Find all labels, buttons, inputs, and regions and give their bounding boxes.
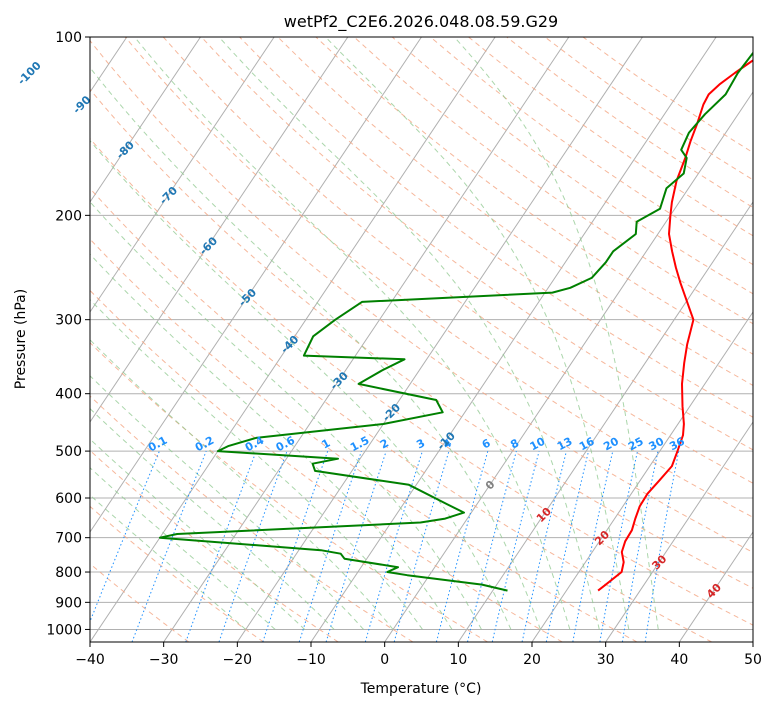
isotherm-line	[531, 311, 753, 642]
mixing-ratio-line	[545, 450, 590, 642]
isotherm-line	[752, 641, 753, 642]
isotherm-line	[605, 421, 753, 642]
y-tick-label: 1000	[46, 622, 82, 638]
mixing-ratio-line	[298, 450, 362, 642]
dry-adiabat-line	[162, 37, 753, 484]
x-tick-label: 10	[449, 652, 467, 668]
isotherm-line	[90, 37, 201, 203]
isotherm-line	[90, 37, 349, 423]
mixing-ratio-line	[90, 450, 160, 623]
isotherm-line	[457, 201, 753, 642]
moist-adiabat-line	[90, 298, 423, 630]
mixing-ratio-line	[364, 450, 423, 642]
x-tick-label: 40	[670, 652, 688, 668]
x-tick-label: 0	[380, 652, 389, 668]
y-tick-label: 800	[55, 565, 82, 581]
x-tick-label: 30	[597, 652, 615, 668]
axis-layer: −40 −30 −20 −10 0 10 20 30 40 50 100 200 300 400 500 60…	[46, 30, 762, 668]
temperature-profile-line	[597, 59, 753, 592]
y-axis-label: Pressure (hPa)	[13, 289, 29, 389]
mixing-ratio-line	[393, 450, 450, 642]
mixing-ratio-line	[325, 450, 387, 642]
mixing-ratio-label: 13	[555, 435, 575, 454]
dry-adiabat-line	[277, 37, 753, 386]
dry-adiabat-line	[90, 39, 753, 553]
dry-adiabat-line	[90, 187, 712, 642]
y-tick-label: 400	[55, 387, 82, 403]
dewpoint-profile-line	[158, 51, 753, 592]
dry-adiabat-line	[90, 289, 563, 642]
x-tick-label: −30	[149, 652, 179, 668]
mixing-ratio-line	[467, 450, 517, 642]
y-tick-label: 500	[55, 444, 82, 460]
mixing-ratio-label: 30	[647, 435, 667, 454]
isotherm-label: -100	[15, 59, 44, 88]
data-layer	[158, 51, 753, 592]
moist-adiabat-line	[90, 375, 364, 630]
dry-adiabat-line	[353, 37, 753, 325]
x-tick-label: −10	[296, 652, 326, 668]
isotherm-line	[310, 37, 717, 642]
x-tick-label: −40	[75, 652, 105, 668]
chart-title: wetPf2_C2E6.2026.048.08.59.G29	[284, 12, 558, 32]
mixing-ratio-line	[262, 450, 329, 642]
moist-adiabat-line	[134, 37, 571, 630]
y-tick-label: 200	[55, 208, 82, 224]
mixing-ratio-label: 16	[577, 435, 597, 454]
y-tick-label: 900	[55, 595, 82, 611]
isotherm-line	[90, 37, 496, 642]
x-axis-label: Temperature (°C)	[360, 681, 482, 697]
isotherm-line	[384, 91, 753, 642]
plot-area	[90, 37, 753, 642]
moist-adiabat-line	[90, 253, 453, 630]
moist-adiabat-line	[90, 201, 482, 630]
dry-adiabat-line	[90, 137, 753, 626]
isotherm-line	[236, 37, 643, 642]
isotherm-line	[678, 531, 753, 642]
mixing-ratio-line	[131, 450, 207, 642]
x-tick-label: 50	[744, 652, 762, 668]
y-tick-label: 700	[55, 531, 82, 547]
mixing-ratio-label: 25	[626, 435, 646, 454]
isotherm-line	[90, 37, 422, 533]
moist-adiabat-line	[90, 467, 276, 630]
moist-adiabat-line	[90, 494, 247, 630]
grid-layer	[90, 37, 753, 642]
moist-adiabat-line	[325, 37, 630, 630]
moist-adiabat-line	[218, 37, 600, 630]
mixing-ratio-line	[185, 450, 257, 642]
mixing-ratio-line	[491, 450, 540, 642]
y-tick-label: 300	[55, 313, 82, 329]
isotherm-line	[90, 37, 275, 313]
x-tick-label: −20	[223, 652, 253, 668]
y-tick-label: 600	[55, 491, 82, 507]
mixing-ratio-line	[435, 450, 489, 642]
mixing-ratio-label: 36	[667, 434, 687, 453]
isotherm-line	[163, 37, 570, 642]
moist-adiabat-line	[453, 37, 659, 630]
moist-adiabat-line	[90, 339, 394, 630]
plot-frame	[89, 36, 754, 643]
y-tick-label: 100	[55, 30, 82, 46]
moist-adiabat-line	[90, 66, 541, 630]
x-tick-label: 20	[523, 652, 541, 668]
moist-adiabat-line	[90, 407, 335, 630]
mixing-ratio-line	[218, 450, 288, 642]
mixing-ratio-label: 10	[528, 435, 548, 454]
dry-adiabat-line	[90, 88, 753, 589]
mixing-ratio-line	[521, 450, 567, 642]
mixing-ratio-label: 20	[601, 435, 621, 454]
